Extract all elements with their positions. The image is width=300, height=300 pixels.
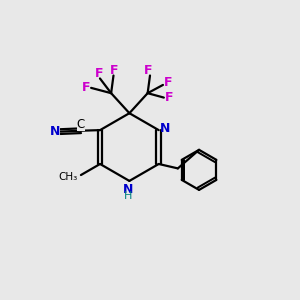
Text: H: H	[124, 191, 132, 201]
Text: F: F	[144, 64, 153, 77]
Text: F: F	[82, 81, 90, 94]
Text: F: F	[95, 67, 103, 80]
Text: N: N	[160, 122, 170, 135]
Text: CH₃: CH₃	[58, 172, 77, 182]
Text: F: F	[165, 91, 173, 104]
Text: N: N	[123, 183, 133, 196]
Text: F: F	[164, 76, 172, 89]
Text: C: C	[77, 118, 85, 131]
Text: N: N	[50, 125, 60, 138]
Text: F: F	[110, 64, 118, 77]
